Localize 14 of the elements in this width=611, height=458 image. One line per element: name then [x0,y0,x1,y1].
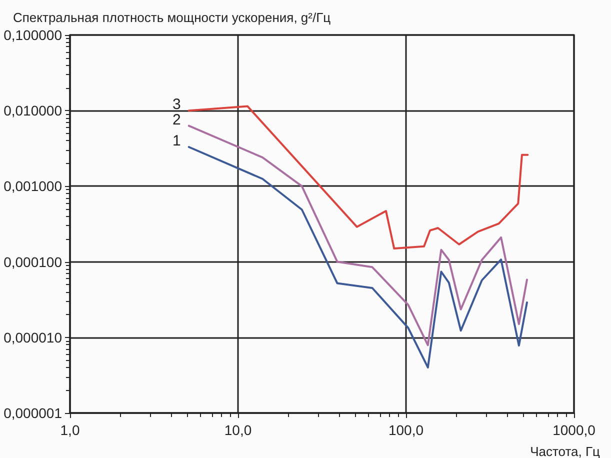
x-tick-label: 10,0 [224,422,252,438]
series-label: 3 [172,96,181,114]
y-tick-label: 0,100000 [4,27,62,43]
y-axis-title: Спектральная плотность мощности ускорения, g²/Гц [13,10,332,25]
y-tick-label: 0,001000 [4,178,62,194]
y-tick-label: 0,000001 [4,405,62,421]
y-tick-label: 0,000100 [4,254,62,270]
x-tick-label: 1000,0 [552,422,596,438]
y-tick-label: 0,000010 [4,329,62,346]
series-label: 2 [172,111,181,128]
y-tick-label: 0,010000 [4,102,62,119]
x-tick-label: 1,0 [60,422,80,438]
x-tick-label: 100,0 [388,422,424,438]
series-label: 1 [172,132,181,150]
